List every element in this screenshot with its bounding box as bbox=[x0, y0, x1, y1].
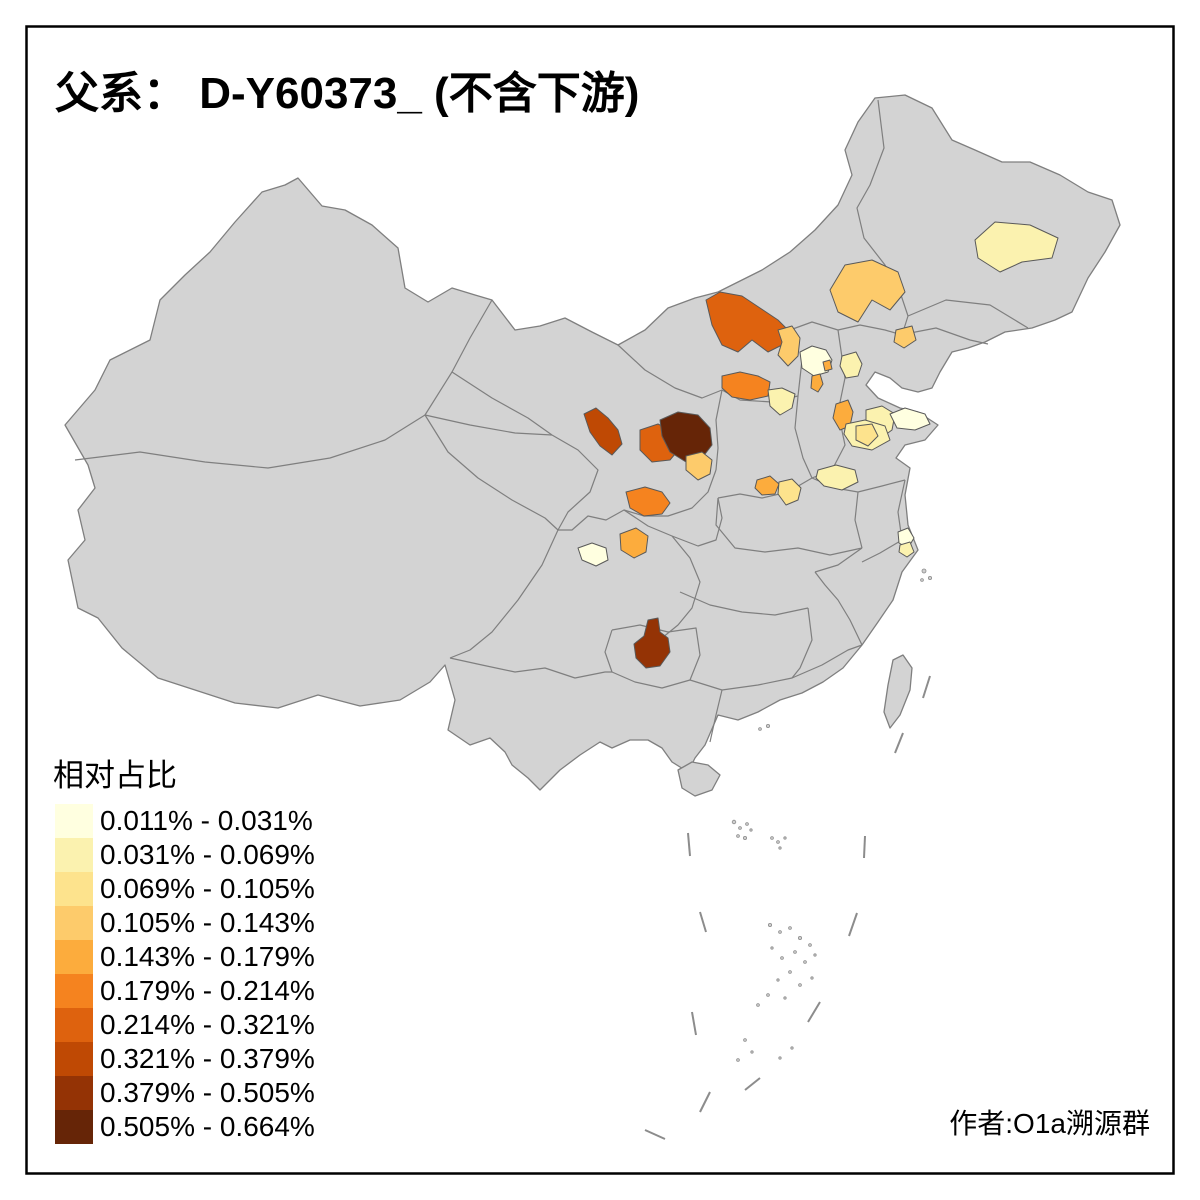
china-base-map bbox=[64, 94, 1121, 797]
region-tangshan-hebei bbox=[839, 351, 863, 379]
region-pingliang-gansu bbox=[685, 451, 713, 481]
legend-swatch-5 bbox=[55, 940, 93, 974]
china-mainland-shape bbox=[64, 94, 1121, 791]
region-zhengzhou-henan bbox=[815, 464, 859, 491]
legend-label-9: 0.379% - 0.505% bbox=[100, 1077, 315, 1108]
choropleth-regions bbox=[577, 221, 1059, 669]
legend-label-1: 0.011% - 0.031% bbox=[100, 805, 313, 836]
legend-title: 相对占比 bbox=[53, 758, 177, 793]
legend-label-6: 0.179% - 0.214% bbox=[100, 975, 315, 1006]
legend-swatch-2 bbox=[55, 838, 93, 872]
legend-label-4: 0.105% - 0.143% bbox=[100, 907, 315, 938]
south-china-sea-islets bbox=[644, 568, 933, 1140]
legend-label-8: 0.321% - 0.379% bbox=[100, 1043, 315, 1074]
legend-swatch-7 bbox=[55, 1008, 93, 1042]
region-yulin-shaanxi bbox=[767, 387, 796, 416]
region-tongliao-inner-mongolia bbox=[829, 259, 906, 323]
region-sanmenxia-henan bbox=[754, 475, 780, 496]
legend-label-3: 0.069% - 0.105% bbox=[100, 873, 315, 904]
region-tianjin-urban bbox=[822, 359, 833, 372]
legend-swatch-8 bbox=[55, 1042, 93, 1076]
map-legend: 相对占比 0.011% - 0.031% 0.031% - 0.069% 0.0… bbox=[53, 758, 315, 1144]
taiwan-island-shape bbox=[883, 654, 913, 729]
legend-label-7: 0.214% - 0.321% bbox=[100, 1009, 315, 1040]
legend-swatch-6 bbox=[55, 974, 93, 1008]
region-longnan-gansu bbox=[625, 486, 671, 517]
region-wuxi-jiangsu bbox=[898, 541, 915, 558]
region-suihua-heilongjiang bbox=[974, 221, 1059, 273]
attribution-text: 作者:O1a溯源群 bbox=[949, 1108, 1150, 1139]
region-zibo-shandong bbox=[855, 423, 879, 447]
legend-label-10: 0.505% - 0.664% bbox=[100, 1111, 315, 1142]
region-weifang-shandong bbox=[889, 407, 931, 431]
region-luoyang-henan bbox=[777, 478, 802, 506]
legend-label-5: 0.143% - 0.179% bbox=[100, 941, 315, 972]
page-title: 父系： D-Y60373_ (不含下游) bbox=[55, 69, 639, 118]
region-qingyang-gansu bbox=[659, 411, 713, 463]
region-zunyi-guizhou bbox=[633, 617, 671, 669]
region-ordos-inner-mongolia bbox=[721, 371, 771, 401]
figure-frame bbox=[25, 25, 1175, 1175]
region-chengdu-sichuan bbox=[577, 542, 609, 567]
region-langfang-hebei bbox=[810, 373, 824, 393]
region-baotou-inner-mongolia bbox=[777, 325, 801, 367]
region-lanzhou-gansu bbox=[583, 407, 623, 456]
region-chaoyang-liaoning bbox=[893, 325, 917, 349]
legend-label-2: 0.031% - 0.069% bbox=[100, 839, 315, 870]
legend-swatch-1 bbox=[55, 804, 93, 838]
legend-swatch-4 bbox=[55, 906, 93, 940]
legend-swatch-10 bbox=[55, 1110, 93, 1144]
legend-swatch-3 bbox=[55, 872, 93, 906]
legend-swatch-9 bbox=[55, 1076, 93, 1110]
region-mianyang-sichuan bbox=[619, 527, 649, 559]
hainan-island-shape bbox=[677, 761, 721, 797]
